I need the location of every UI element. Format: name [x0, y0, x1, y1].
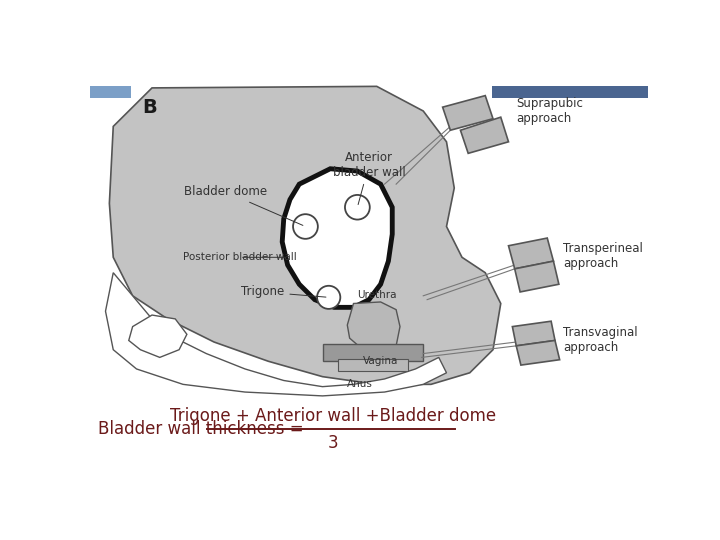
Text: Transperineal
approach: Transperineal approach [563, 242, 643, 270]
Polygon shape [282, 168, 392, 307]
Text: Transvaginal
approach: Transvaginal approach [563, 327, 637, 354]
Text: B: B [143, 98, 158, 117]
Text: Vagina: Vagina [363, 356, 398, 366]
Bar [338, 359, 408, 372]
Polygon shape [106, 273, 446, 396]
Polygon shape [515, 261, 559, 292]
Bar [492, 86, 648, 98]
Polygon shape [443, 96, 493, 130]
Polygon shape [513, 321, 555, 346]
Text: Posterior bladder wall: Posterior bladder wall [183, 252, 297, 262]
Text: Anus: Anus [347, 379, 373, 389]
Bar [323, 345, 423, 361]
Text: Trigone: Trigone [241, 286, 326, 299]
Polygon shape [508, 238, 554, 269]
Text: Anterior
bladder wall: Anterior bladder wall [333, 151, 405, 205]
Polygon shape [129, 315, 187, 357]
Polygon shape [109, 86, 500, 384]
Polygon shape [461, 117, 508, 153]
Polygon shape [516, 340, 559, 365]
Circle shape [317, 286, 341, 309]
Text: Urethra: Urethra [357, 289, 397, 300]
Circle shape [345, 195, 370, 220]
Text: Suprapubic
approach: Suprapubic approach [516, 97, 583, 125]
Text: Bladder dome: Bladder dome [184, 185, 303, 225]
Bar [90, 86, 131, 98]
Text: 3: 3 [328, 434, 338, 452]
Circle shape [293, 214, 318, 239]
Text: Bladder wall thickness =: Bladder wall thickness = [99, 420, 304, 437]
Ellipse shape [161, 333, 174, 343]
Polygon shape [347, 302, 400, 351]
Text: Trigone + Anterior wall +Bladder dome: Trigone + Anterior wall +Bladder dome [170, 407, 496, 425]
